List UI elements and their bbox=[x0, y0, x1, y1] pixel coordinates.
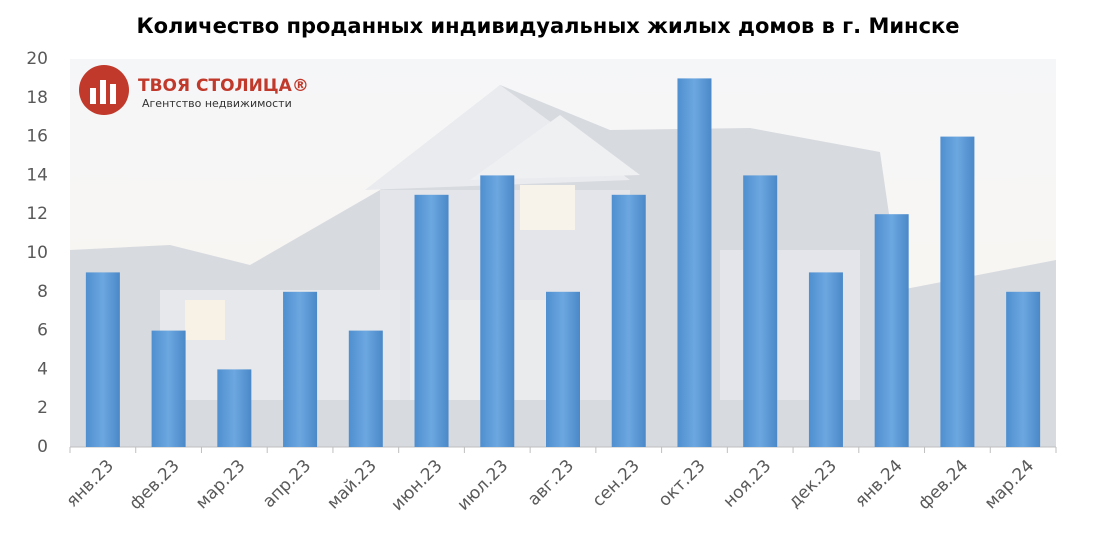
bar bbox=[85, 272, 120, 447]
logo-title: ТВОЯ СТОЛИЦА® bbox=[138, 76, 309, 96]
x-tick-label: фев.23 bbox=[126, 456, 184, 514]
bar bbox=[611, 194, 646, 447]
chart-title: Количество проданных индивидуальных жилы… bbox=[136, 14, 959, 38]
logo-subtitle: Агентство недвижимости bbox=[142, 97, 292, 110]
x-tick-label: дек.23 bbox=[785, 456, 841, 512]
y-tick-label: 14 bbox=[26, 165, 48, 185]
x-tick-label: окт.23 bbox=[655, 456, 710, 511]
x-tick-label: фев.24 bbox=[914, 456, 972, 514]
bar bbox=[546, 291, 580, 447]
bar bbox=[874, 214, 909, 447]
y-tick-label: 8 bbox=[37, 282, 48, 302]
bar bbox=[217, 369, 252, 447]
x-tick-label: апр.23 bbox=[259, 456, 315, 512]
y-tick-label: 12 bbox=[26, 204, 48, 224]
x-tick-label: сен.23 bbox=[589, 456, 644, 511]
bar bbox=[743, 175, 778, 447]
bar bbox=[808, 272, 843, 447]
x-tick-label: мар.23 bbox=[192, 456, 249, 513]
bar bbox=[480, 175, 515, 447]
x-tick-label: янв.24 bbox=[851, 456, 906, 511]
y-tick-label: 6 bbox=[37, 321, 48, 341]
x-tick-label: июл.23 bbox=[453, 456, 512, 515]
y-tick-label: 20 bbox=[26, 49, 48, 69]
x-tick-label: май.23 bbox=[323, 456, 381, 514]
bar bbox=[348, 330, 383, 447]
bar bbox=[1006, 291, 1041, 447]
x-tick-label: ноя.23 bbox=[720, 456, 776, 512]
x-tick-label: янв.23 bbox=[62, 456, 117, 511]
y-tick-label: 4 bbox=[37, 359, 48, 379]
y-tick-label: 2 bbox=[37, 398, 48, 418]
logo: ТВОЯ СТОЛИЦА® Агентство недвижимости bbox=[79, 65, 309, 115]
x-tick-label: мар.24 bbox=[981, 456, 1038, 513]
bar bbox=[414, 194, 449, 447]
x-tick-label: авг.23 bbox=[524, 456, 578, 510]
y-tick-label: 16 bbox=[26, 127, 48, 147]
y-tick-label: 18 bbox=[26, 88, 48, 108]
x-tick-label: июн.23 bbox=[388, 456, 447, 515]
bar bbox=[940, 136, 975, 447]
bar bbox=[283, 291, 318, 447]
bar bbox=[151, 330, 186, 447]
y-tick-label: 0 bbox=[37, 437, 48, 457]
bar bbox=[677, 78, 712, 448]
y-tick-label: 10 bbox=[26, 243, 48, 263]
